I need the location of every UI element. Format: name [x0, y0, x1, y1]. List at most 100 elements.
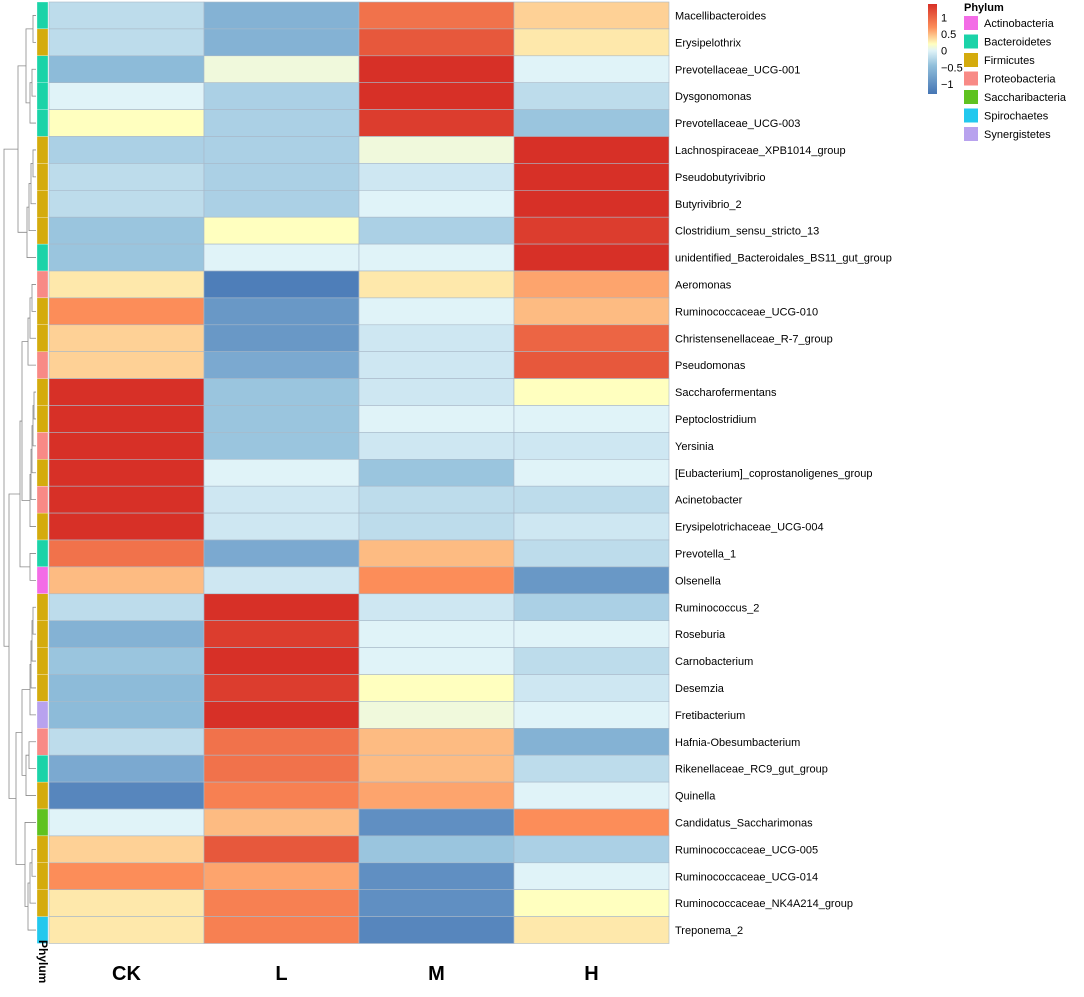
dendrogram-branch: [30, 163, 36, 205]
heatmap-cell: [203, 674, 360, 702]
heatmap-cell: [203, 216, 360, 245]
dendrogram-branch: [31, 284, 36, 312]
row-label: Candidatus_Saccharimonas: [675, 817, 813, 829]
heatmap-cell: [48, 405, 205, 433]
heatmap-cell: [358, 405, 515, 433]
heatmap-cell: [358, 270, 515, 299]
row-label: Hafnia-Obesumbacterium: [675, 737, 800, 749]
row-label: Peptoclostridium: [675, 414, 756, 426]
heatmap-cell: [203, 324, 360, 352]
row-label: Saccharofermentans: [675, 387, 777, 399]
phylum-legend-swatch: [964, 71, 978, 86]
heatmap-cell: [513, 55, 670, 83]
dendrogram-branch: [29, 297, 36, 339]
phylum-legend-swatch: [964, 16, 978, 30]
phylum-annotation-cell: [36, 270, 49, 299]
heatmap-cell: [358, 324, 515, 352]
heatmap-cell: [513, 566, 670, 595]
heatmap-cell: [48, 701, 205, 729]
heatmap-cell: [203, 1, 360, 30]
heatmap-cell: [513, 432, 670, 460]
dendrogram-branch: [32, 405, 36, 447]
heatmap-cell: [513, 243, 670, 272]
heatmap-cell: [203, 378, 360, 406]
heatmap-cell: [203, 270, 360, 299]
dendrogram-branch: [25, 754, 36, 796]
phylum-annotation-column: [36, 1, 49, 944]
heatmap-cell: [203, 351, 360, 379]
column-label: H: [584, 963, 598, 985]
phylum-legend-swatch: [964, 53, 978, 67]
dendrogram-branch: [24, 822, 36, 907]
heatmap-cell: [358, 136, 515, 164]
row-label: Quinella: [675, 791, 716, 803]
heatmap-cell: [513, 674, 670, 702]
heatmap-cell: [513, 647, 670, 675]
heatmap-cell: [203, 512, 360, 541]
heatmap-cell: [358, 163, 515, 191]
heatmap-cell: [203, 808, 360, 837]
dendrogram-branch: [26, 206, 36, 258]
row-label: Treponema_2: [675, 925, 743, 937]
phylum-legend-label: Proteobacteria: [984, 74, 1056, 86]
phylum-legend-label: Firmicutes: [984, 55, 1035, 67]
heatmap-cell: [48, 808, 205, 837]
phylum-annotation-cell: [36, 835, 49, 863]
heatmap-cell: [513, 324, 670, 352]
heatmap-cell: [358, 916, 515, 944]
dendrogram-branch: [29, 862, 36, 904]
phylum-annotation-cell: [36, 889, 49, 917]
row-label: Fretibacterium: [675, 710, 745, 722]
row-label: Ruminococcaceae_UCG-010: [675, 306, 818, 318]
dendrogram-branch: [29, 553, 36, 581]
row-label: Acinetobacter: [675, 495, 743, 507]
heatmap-cell: [48, 539, 205, 568]
heatmap-cell: [203, 458, 360, 487]
heatmap-cell: [48, 270, 205, 299]
heatmap-cell: [203, 28, 360, 57]
heatmap-cell: [203, 701, 360, 729]
dendrogram-branch: [19, 420, 30, 568]
heatmap-cell: [513, 82, 670, 110]
heatmap-cell: [203, 539, 360, 568]
heatmap-cell: [203, 727, 360, 756]
row-label: Prevotellaceae_UCG-003: [675, 118, 800, 130]
heatmap-cell: [358, 647, 515, 675]
column-label: CK: [112, 963, 141, 985]
dendrogram-branch: [32, 149, 36, 178]
row-label: Erysipelotrichaceae_UCG-004: [675, 522, 824, 534]
heatmap-cell: [203, 405, 360, 433]
color-scale-tick-label: 1: [941, 12, 947, 24]
phylum-legend-label: Synergistetes: [984, 129, 1051, 141]
phylum-annotation-cell: [36, 324, 49, 352]
heatmap-cell: [48, 593, 205, 621]
heatmap-cell: [358, 808, 515, 837]
heatmap-cell: [48, 566, 205, 595]
heatmap-cell: [48, 862, 205, 890]
heatmap-cell: [203, 754, 360, 783]
heatmap-cell: [203, 593, 360, 621]
heatmap-cell: [48, 647, 205, 675]
heatmap-cell: [358, 485, 515, 514]
heatmap-cell: [513, 701, 670, 729]
row-label: Prevotella_1: [675, 548, 736, 560]
heatmap-cell: [48, 190, 205, 218]
color-scale-tick-label: 0.5: [941, 29, 956, 41]
heatmap-cell: [358, 55, 515, 83]
phylum-annotation-label: Phylum: [36, 940, 50, 983]
column-labels: CK L M H: [112, 963, 599, 985]
row-label: Clostridium_sensu_stricto_13: [675, 226, 819, 238]
heatmap-cell: [513, 485, 670, 514]
row-label: Butyrivibrio_2: [675, 199, 742, 211]
heatmap-cell: [358, 781, 515, 810]
heatmap-cell: [48, 432, 205, 460]
heatmap-cell: [48, 674, 205, 702]
color-scale-bar: [928, 4, 937, 94]
heatmap-cell: [358, 593, 515, 621]
dendrogram-branch: [33, 391, 36, 420]
column-label: M: [428, 963, 445, 985]
heatmap-cell: [48, 324, 205, 352]
heatmap-cell: [358, 190, 515, 218]
row-label: Ruminococcaceae_NK4A214_group: [675, 898, 853, 910]
